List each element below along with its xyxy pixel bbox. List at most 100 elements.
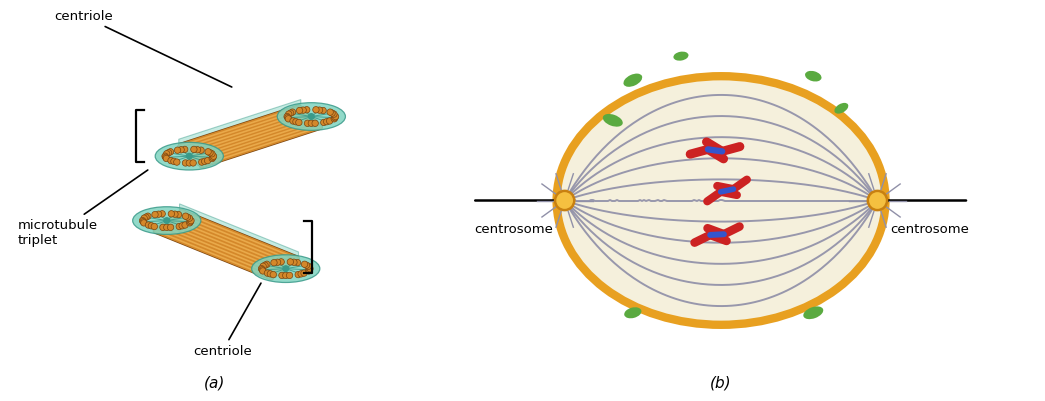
Circle shape <box>305 263 311 269</box>
Circle shape <box>270 271 277 278</box>
Ellipse shape <box>277 103 346 130</box>
Circle shape <box>287 110 294 116</box>
Circle shape <box>308 120 315 126</box>
Circle shape <box>187 219 193 225</box>
Circle shape <box>152 223 158 230</box>
Circle shape <box>285 111 292 117</box>
Circle shape <box>278 259 284 265</box>
Circle shape <box>178 147 184 153</box>
Circle shape <box>298 271 304 277</box>
Circle shape <box>163 155 169 162</box>
Circle shape <box>321 119 327 126</box>
Ellipse shape <box>624 307 642 318</box>
Circle shape <box>307 265 313 272</box>
Circle shape <box>306 267 312 273</box>
Circle shape <box>289 118 296 124</box>
Circle shape <box>163 154 169 160</box>
Circle shape <box>168 158 175 164</box>
Circle shape <box>331 111 338 117</box>
Ellipse shape <box>867 191 887 210</box>
Circle shape <box>186 220 193 226</box>
Circle shape <box>291 259 297 265</box>
Ellipse shape <box>603 114 623 127</box>
Polygon shape <box>180 204 299 259</box>
Circle shape <box>210 153 216 160</box>
Circle shape <box>275 259 281 265</box>
Circle shape <box>331 114 339 121</box>
Circle shape <box>143 214 149 221</box>
Ellipse shape <box>555 191 575 210</box>
Polygon shape <box>179 99 301 146</box>
Ellipse shape <box>557 76 885 325</box>
Circle shape <box>173 159 180 165</box>
Circle shape <box>279 272 285 279</box>
Circle shape <box>186 160 192 166</box>
Circle shape <box>264 270 271 276</box>
Circle shape <box>303 262 309 268</box>
Circle shape <box>184 214 190 221</box>
Circle shape <box>186 153 192 159</box>
Circle shape <box>282 272 289 279</box>
Circle shape <box>320 107 326 114</box>
Circle shape <box>331 115 338 122</box>
Circle shape <box>194 147 201 153</box>
Text: centriole: centriole <box>54 10 232 87</box>
Circle shape <box>198 147 204 154</box>
Text: centrosome: centrosome <box>474 223 553 235</box>
Circle shape <box>293 119 299 125</box>
Circle shape <box>186 215 192 221</box>
Circle shape <box>190 146 198 153</box>
Circle shape <box>312 120 319 126</box>
Circle shape <box>327 109 333 115</box>
Circle shape <box>284 113 291 120</box>
Circle shape <box>289 109 296 115</box>
Circle shape <box>182 160 189 166</box>
Circle shape <box>259 268 266 274</box>
Circle shape <box>268 271 274 277</box>
Circle shape <box>160 224 166 231</box>
Circle shape <box>205 149 211 155</box>
Text: centriole: centriole <box>193 283 261 358</box>
Circle shape <box>141 215 147 221</box>
Circle shape <box>263 261 271 267</box>
Circle shape <box>171 211 178 217</box>
Circle shape <box>271 259 277 266</box>
Circle shape <box>304 120 310 126</box>
Circle shape <box>140 219 146 225</box>
Circle shape <box>165 150 171 156</box>
Ellipse shape <box>805 71 821 81</box>
Circle shape <box>287 259 294 265</box>
Polygon shape <box>179 107 322 166</box>
Ellipse shape <box>624 73 643 87</box>
Circle shape <box>209 150 215 157</box>
Circle shape <box>300 107 306 113</box>
Circle shape <box>262 262 269 268</box>
Circle shape <box>145 222 152 228</box>
Circle shape <box>182 222 188 228</box>
Circle shape <box>301 270 307 276</box>
Ellipse shape <box>804 306 823 319</box>
Circle shape <box>286 272 293 279</box>
Circle shape <box>210 154 216 160</box>
Circle shape <box>199 159 205 165</box>
Circle shape <box>167 149 173 155</box>
Circle shape <box>156 211 162 217</box>
Circle shape <box>312 107 319 113</box>
Circle shape <box>148 223 155 229</box>
Circle shape <box>188 217 194 224</box>
Text: (a): (a) <box>204 375 225 391</box>
Circle shape <box>301 261 308 267</box>
Circle shape <box>329 110 335 116</box>
Ellipse shape <box>133 207 201 235</box>
Circle shape <box>258 265 264 272</box>
Text: (b): (b) <box>711 375 731 391</box>
Circle shape <box>259 267 265 273</box>
Circle shape <box>175 147 181 154</box>
Circle shape <box>317 107 323 113</box>
Text: microtubule
triplet: microtubule triplet <box>18 170 147 247</box>
Circle shape <box>207 150 213 156</box>
Circle shape <box>305 268 311 274</box>
Ellipse shape <box>252 255 320 282</box>
Circle shape <box>324 119 330 125</box>
Circle shape <box>163 150 170 157</box>
